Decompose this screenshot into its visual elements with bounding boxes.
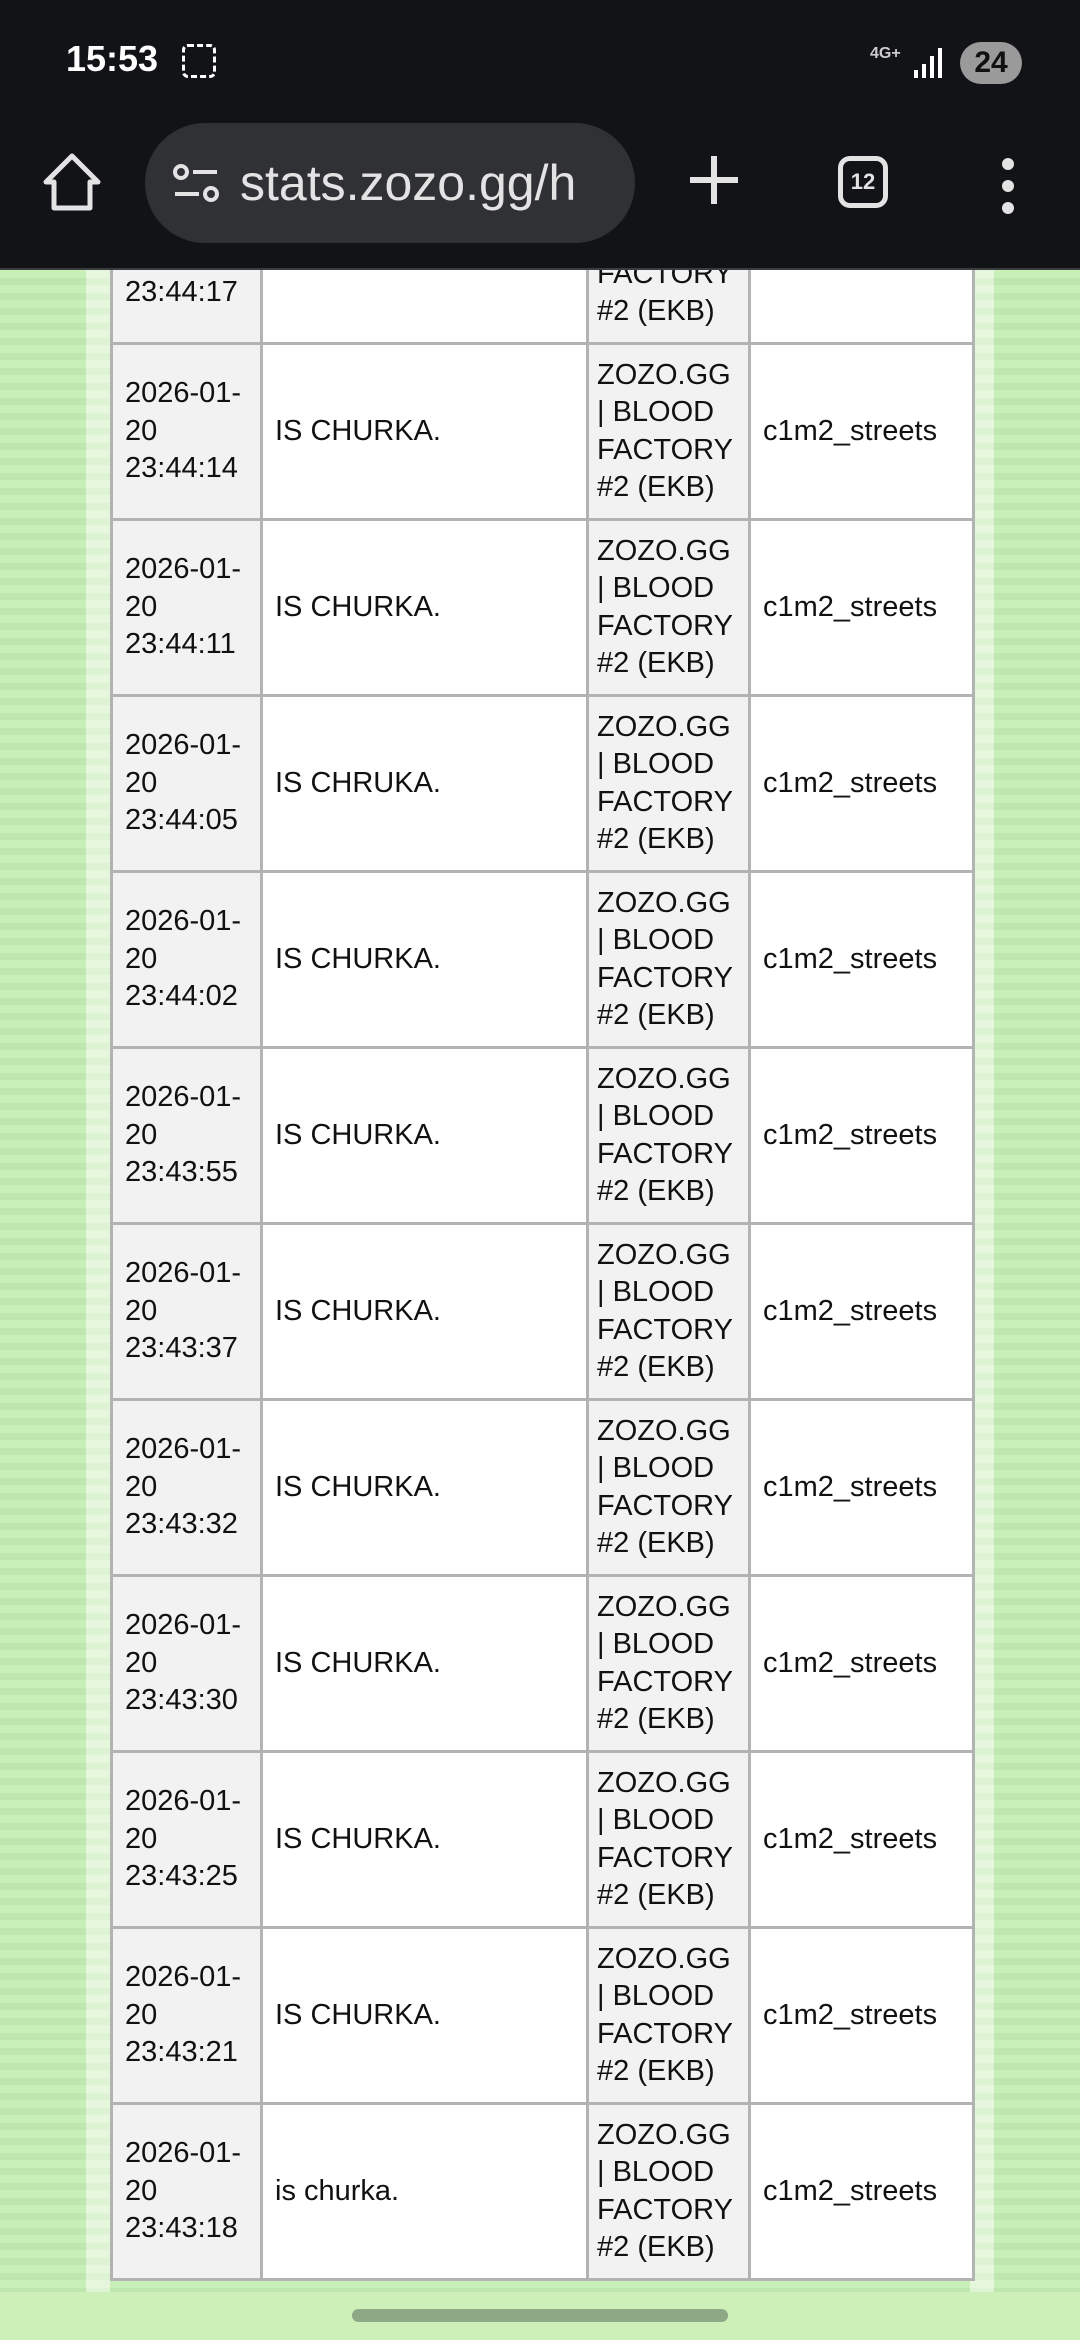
table-row: 2026-01-20 23:44:05 IS CHRUKA. ZOZO.GG | B… bbox=[110, 694, 975, 873]
date-cell: 2026-01-20 23:44:11 bbox=[110, 518, 263, 697]
map-cell: c1m2_streets bbox=[748, 1574, 975, 1753]
tabs-button[interactable]: 12 bbox=[838, 156, 888, 208]
browser-chrome: 15:53 4G+ 24 stats.zozo.gg/h 12 bbox=[0, 0, 1080, 270]
date-cell: 2026-01-20 23:43:18 bbox=[110, 2102, 263, 2281]
table-row: 2026-01-20 23:43:25 IS CHURKA. ZOZO.GG | B… bbox=[110, 1750, 975, 1929]
map-cell: c1m2_streets bbox=[748, 2102, 975, 2281]
message-cell: is churka. bbox=[260, 2102, 589, 2281]
date-cell: 2026-01-20 23:44:02 bbox=[110, 870, 263, 1049]
signal-icon bbox=[914, 48, 942, 78]
date-cell: 2026-01-20 23:43:25 bbox=[110, 1750, 263, 1929]
log-table: 2026-01-20 23:44:17ZOZO.GG | BLOOD FACTO… bbox=[110, 166, 975, 2281]
map-cell: c1m2_streets bbox=[748, 342, 975, 521]
battery-icon: 24 bbox=[960, 42, 1022, 84]
date-cell: 2026-01-20 23:43:30 bbox=[110, 1574, 263, 1753]
server-cell: ZOZO.GG | BLOOD FACTORY #2 (EKB) bbox=[586, 1574, 751, 1753]
table-row: 2026-01-20 23:43:55 IS CHURKA. ZOZO.GG | B… bbox=[110, 1046, 975, 1225]
system-nav-bar bbox=[0, 2292, 1080, 2340]
message-cell: IS CHURKA. bbox=[260, 1046, 589, 1225]
network-type: 4G+ bbox=[870, 45, 901, 62]
address-bar[interactable]: stats.zozo.gg/h bbox=[145, 123, 635, 243]
screenshot-icon bbox=[182, 44, 216, 78]
server-cell: ZOZO.GG | BLOOD FACTORY #2 (EKB) bbox=[586, 1926, 751, 2105]
date-cell: 2026-01-20 23:43:55 bbox=[110, 1046, 263, 1225]
message-cell: IS CHURKA. bbox=[260, 870, 589, 1049]
server-cell: ZOZO.GG | BLOOD FACTORY #2 (EKB) bbox=[586, 870, 751, 1049]
message-cell: IS CHURKA. bbox=[260, 1222, 589, 1401]
table-row: 2026-01-20 23:44:11 IS CHURKA. ZOZO.GG | B… bbox=[110, 518, 975, 697]
table-row: 2026-01-20 23:43:21 IS CHURKA. ZOZO.GG | B… bbox=[110, 1926, 975, 2105]
message-cell: IS CHURKA. bbox=[260, 1750, 589, 1929]
menu-icon[interactable] bbox=[998, 158, 1018, 214]
date-cell: 2026-01-20 23:44:14 bbox=[110, 342, 263, 521]
map-cell: c1m2_streets bbox=[748, 1222, 975, 1401]
map-cell: c1m2_streets bbox=[748, 1398, 975, 1577]
map-cell: c1m2_streets bbox=[748, 1750, 975, 1929]
server-cell: ZOZO.GG | BLOOD FACTORY #2 (EKB) bbox=[586, 518, 751, 697]
date-cell: 2026-01-20 23:44:05 bbox=[110, 694, 263, 873]
message-cell: IS CHURKA. bbox=[260, 1398, 589, 1577]
server-cell: ZOZO.GG | BLOOD FACTORY #2 (EKB) bbox=[586, 694, 751, 873]
message-cell: IS CHURKA. bbox=[260, 1574, 589, 1753]
map-cell: c1m2_streets bbox=[748, 1926, 975, 2105]
home-icon[interactable] bbox=[40, 150, 104, 214]
server-cell: ZOZO.GG | BLOOD FACTORY #2 (EKB) bbox=[586, 1750, 751, 1929]
server-cell: ZOZO.GG | BLOOD FACTORY #2 (EKB) bbox=[586, 342, 751, 521]
clock: 15:53 bbox=[66, 38, 159, 79]
table-row: 2026-01-20 23:44:14 IS CHURKA. ZOZO.GG | B… bbox=[110, 342, 975, 521]
map-cell: c1m2_streets bbox=[748, 870, 975, 1049]
table-row: 2026-01-20 23:44:02 IS CHURKA. ZOZO.GG | B… bbox=[110, 870, 975, 1049]
server-cell: ZOZO.GG | BLOOD FACTORY #2 (EKB) bbox=[586, 2102, 751, 2281]
table-row: 2026-01-20 23:43:37 IS CHURKA. ZOZO.GG | B… bbox=[110, 1222, 975, 1401]
date-cell: 2026-01-20 23:43:21 bbox=[110, 1926, 263, 2105]
message-cell: IS CHURKA. bbox=[260, 518, 589, 697]
new-tab-icon[interactable] bbox=[684, 150, 744, 210]
date-cell: 2026-01-20 23:43:37 bbox=[110, 1222, 263, 1401]
date-cell: 2026-01-20 23:43:32 bbox=[110, 1398, 263, 1577]
message-cell: IS CHURKA. bbox=[260, 1926, 589, 2105]
map-cell: c1m2_streets bbox=[748, 518, 975, 697]
map-cell: c1m2_streets bbox=[748, 694, 975, 873]
site-settings-icon[interactable] bbox=[171, 163, 221, 203]
gesture-handle[interactable] bbox=[352, 2309, 728, 2322]
url-text: stats.zozo.gg/h bbox=[240, 155, 577, 211]
server-cell: ZOZO.GG | BLOOD FACTORY #2 (EKB) bbox=[586, 1222, 751, 1401]
message-cell: IS CHRUKA. bbox=[260, 694, 589, 873]
table-row: 2026-01-20 23:43:32 IS CHURKA. ZOZO.GG | B… bbox=[110, 1398, 975, 1577]
table-row: 2026-01-20 23:43:30 IS CHURKA. ZOZO.GG | B… bbox=[110, 1574, 975, 1753]
message-cell: IS CHURKA. bbox=[260, 342, 589, 521]
table-row: 2026-01-20 23:43:18 is churka. ZOZO.GG | B… bbox=[110, 2102, 975, 2281]
server-cell: ZOZO.GG | BLOOD FACTORY #2 (EKB) bbox=[586, 1046, 751, 1225]
page-margin-left bbox=[86, 0, 110, 2340]
map-cell: c1m2_streets bbox=[748, 1046, 975, 1225]
server-cell: ZOZO.GG | BLOOD FACTORY #2 (EKB) bbox=[586, 1398, 751, 1577]
